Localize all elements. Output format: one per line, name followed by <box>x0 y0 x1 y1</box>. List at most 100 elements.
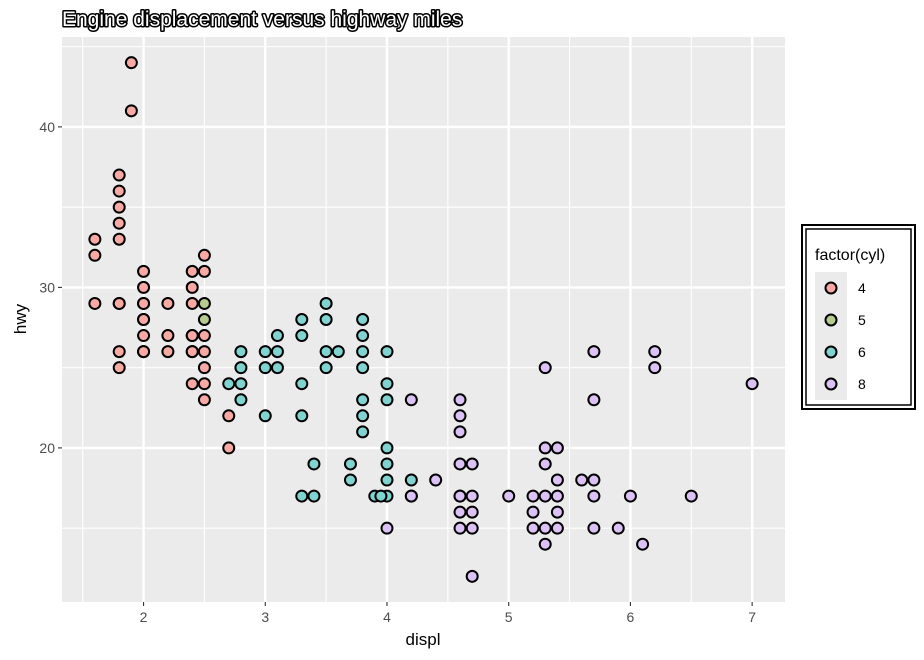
data-point-cyl-8 <box>453 393 467 407</box>
data-point-cyl-6 <box>356 409 370 423</box>
data-point-cyl-8 <box>453 521 467 535</box>
data-point-cyl-4 <box>222 441 236 455</box>
data-point-cyl-8 <box>623 489 637 503</box>
data-point-cyl-4 <box>112 168 126 182</box>
data-point-cyl-8 <box>465 569 479 583</box>
data-point-cyl-6 <box>319 361 333 375</box>
data-point-cyl-4 <box>88 248 102 262</box>
data-point-cyl-8 <box>538 441 552 455</box>
data-point-cyl-6 <box>356 345 370 359</box>
data-point-cyl-6 <box>380 345 394 359</box>
legend-label-cyl-8: 8 <box>858 376 866 392</box>
legend-title: factor(cyl) <box>815 247 885 264</box>
data-point-cyl-6 <box>270 345 284 359</box>
data-point-cyl-4 <box>161 329 175 343</box>
y-tick-label: 30 <box>39 279 55 295</box>
data-point-cyl-4 <box>137 313 151 326</box>
data-point-cyl-8 <box>636 537 650 551</box>
data-point-cyl-4 <box>112 296 126 310</box>
data-point-cyl-8 <box>587 521 601 535</box>
data-point-cyl-6 <box>380 441 394 455</box>
data-point-cyl-8 <box>575 473 589 487</box>
data-point-cyl-6 <box>234 345 248 359</box>
data-point-cyl-4 <box>197 248 211 262</box>
y-axis-title: hwy <box>11 303 30 334</box>
data-point-cyl-6 <box>307 489 321 503</box>
data-point-cyl-8 <box>526 505 540 519</box>
plot-panel <box>62 37 785 602</box>
data-point-cyl-8 <box>502 489 516 503</box>
data-point-cyl-6 <box>295 313 309 326</box>
data-point-cyl-8 <box>404 393 418 407</box>
data-point-cyl-8 <box>538 489 552 503</box>
x-tick-label: 4 <box>383 609 391 625</box>
data-point-cyl-8 <box>453 505 467 519</box>
data-point-cyl-8 <box>465 505 479 519</box>
data-point-cyl-6 <box>331 345 345 359</box>
data-point-cyl-4 <box>197 393 211 407</box>
data-point-cyl-6 <box>234 361 248 375</box>
data-point-cyl-4 <box>185 377 199 391</box>
data-point-cyl-4 <box>197 329 211 343</box>
x-tick-label: 7 <box>748 609 756 625</box>
data-point-cyl-8 <box>611 521 625 535</box>
data-point-cyl-5 <box>197 313 211 326</box>
data-point-cyl-8 <box>465 521 479 535</box>
data-point-cyl-8 <box>429 473 443 487</box>
legend-key-point-cyl-4 <box>824 281 838 295</box>
data-point-cyl-4 <box>197 361 211 375</box>
data-point-cyl-8 <box>587 393 601 407</box>
data-point-cyl-4 <box>197 264 211 278</box>
data-point-cyl-6 <box>319 296 333 310</box>
data-point-cyl-6 <box>258 409 272 423</box>
data-point-cyl-6 <box>343 457 357 471</box>
data-point-cyl-6 <box>270 329 284 343</box>
x-tick-label: 6 <box>627 609 635 625</box>
y-tick-label: 20 <box>39 440 55 456</box>
chart-title: Engine displacement versus highway miles <box>62 8 462 31</box>
data-point-cyl-4 <box>137 345 151 359</box>
y-tick-label: 40 <box>39 119 55 135</box>
data-point-cyl-4 <box>185 296 199 310</box>
data-point-cyl-8 <box>526 489 540 503</box>
data-point-cyl-6 <box>258 361 272 375</box>
data-point-cyl-8 <box>550 521 564 535</box>
data-point-cyl-6 <box>356 329 370 343</box>
x-tick-label: 5 <box>505 609 513 625</box>
data-point-cyl-8 <box>587 489 601 503</box>
data-point-cyl-4 <box>88 296 102 310</box>
data-point-cyl-4 <box>185 345 199 359</box>
data-point-cyl-6 <box>319 313 333 326</box>
data-point-cyl-8 <box>465 457 479 471</box>
legend-key-point-cyl-5 <box>824 313 838 327</box>
x-tick-label: 3 <box>261 609 269 625</box>
legend-frame-inner <box>805 228 912 406</box>
data-point-cyl-6 <box>234 377 248 391</box>
data-point-cyl-8 <box>453 425 467 439</box>
legend-keys: 4 5 6 8 <box>815 272 866 400</box>
data-point-cyl-6 <box>295 409 309 423</box>
data-point-cyl-4 <box>197 345 211 359</box>
data-point-cyl-6 <box>270 361 284 375</box>
data-point-cyl-8 <box>453 489 467 503</box>
data-point-cyl-8 <box>538 457 552 471</box>
data-point-cyl-6 <box>222 377 236 391</box>
data-point-cyl-4 <box>112 361 126 375</box>
data-point-cyl-8 <box>648 361 662 375</box>
data-point-cyl-8 <box>550 489 564 503</box>
axes: 2 3 4 5 6 7 20 30 40 <box>39 119 756 625</box>
data-point-cyl-8 <box>550 505 564 519</box>
legend-label-cyl-5: 5 <box>858 312 866 328</box>
data-point-cyl-4 <box>222 409 236 423</box>
data-point-cyl-4 <box>124 56 138 70</box>
data-point-cyl-6 <box>234 393 248 407</box>
data-point-cyl-6 <box>374 489 388 503</box>
data-point-cyl-6 <box>307 457 321 471</box>
data-point-cyl-6 <box>356 425 370 439</box>
data-point-cyl-4 <box>112 216 126 230</box>
data-point-cyl-8 <box>587 473 601 487</box>
data-point-cyl-6 <box>404 473 418 487</box>
x-tick-label: 2 <box>140 609 148 625</box>
data-point-cyl-6 <box>295 489 309 503</box>
